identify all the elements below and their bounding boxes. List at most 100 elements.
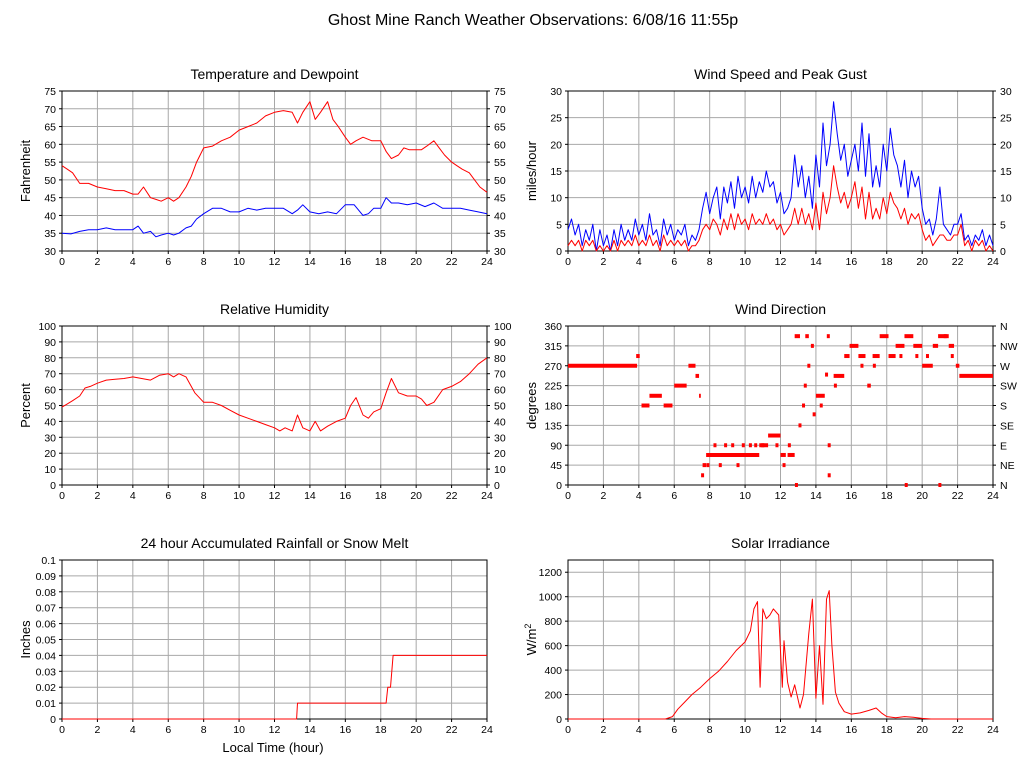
rain-xtick-label: 0 [59, 724, 65, 736]
rh-right-tick-label: 60 [494, 385, 506, 397]
solar-xtick-label: 8 [707, 724, 713, 736]
rh-ytick-label: 50 [44, 401, 56, 413]
temp-right-tick-label: 45 [494, 193, 506, 205]
dir-xtick-label: 22 [952, 490, 964, 502]
solar-xtick-label: 24 [987, 724, 999, 736]
rh-title: Relative Humidity [220, 301, 329, 317]
temp-xtick-label: 22 [446, 256, 458, 268]
dir-direction-point [754, 443, 758, 448]
temp-xtick-label: 2 [94, 256, 100, 268]
temp-xtick-label: 4 [130, 256, 136, 268]
rain-xtick-label: 6 [165, 724, 171, 736]
dir-direction-point [748, 443, 752, 448]
solar-xtick-label: 6 [671, 724, 677, 736]
dir-right-tick-label: SE [1000, 420, 1014, 432]
dir-xtick-label: 8 [707, 490, 713, 502]
rh-xtick-label: 18 [375, 490, 387, 502]
dir-ytick-label: 90 [550, 440, 562, 452]
rain-ytick-label: 0.08 [36, 587, 57, 599]
dir-direction-point [827, 443, 831, 448]
dir-xtick-label: 12 [775, 490, 787, 502]
wind-ytick-label: 0 [556, 246, 562, 258]
wind-xtick-label: 24 [987, 256, 999, 268]
rh-ytick-label: 40 [44, 416, 56, 428]
rain-ylabel: Inches [18, 620, 33, 659]
temp-right-tick-label: 65 [494, 122, 506, 134]
rh-xtick-label: 22 [446, 490, 458, 502]
rh-right-tick-label: 90 [494, 337, 506, 349]
solar-ytick-label: 1000 [539, 592, 563, 604]
temp-right-tick-label: 35 [494, 228, 506, 240]
solar-xtick-label: 18 [881, 724, 893, 736]
dir-direction-point [794, 483, 798, 487]
dir-direction-point [741, 443, 745, 448]
rain-ylabel-text: Inches [18, 620, 33, 659]
wind-ylabel: miles/hour [524, 140, 539, 201]
rh-ytick-label: 100 [38, 321, 56, 333]
temp-ytick-label: 70 [44, 104, 56, 116]
temp-ytick-label: 45 [44, 193, 56, 205]
wind-xtick-label: 4 [636, 256, 642, 268]
rain-ytick-label: 0.09 [36, 571, 57, 583]
rain-xtick-label: 10 [233, 724, 245, 736]
dir-ytick-label: 225 [544, 381, 562, 393]
temp-ytick-label: 55 [44, 157, 56, 169]
temp-xtick-label: 16 [339, 256, 351, 268]
dir-direction-point [701, 473, 705, 478]
temp-right-tick-label: 75 [494, 86, 506, 98]
solar-ytick-label: 200 [544, 690, 562, 702]
dir-direction-point [950, 354, 954, 359]
rh-ytick-label: 10 [44, 464, 56, 476]
solar-xtick-label: 0 [565, 724, 571, 736]
rh-ytick-label: 90 [44, 337, 56, 349]
dir-direction-point [943, 334, 947, 339]
wind-xtick-label: 12 [775, 256, 787, 268]
wind-right-tick-label: 10 [1000, 193, 1012, 205]
dir-direction-point [904, 483, 908, 487]
wind-right-tick-label: 25 [1000, 113, 1012, 125]
dir-direction-point [706, 463, 710, 468]
dir-xtick-label: 10 [739, 490, 751, 502]
dir-title: Wind Direction [735, 301, 826, 317]
wind-ytick-label: 15 [550, 166, 562, 178]
rain-xtick-label: 2 [94, 724, 100, 736]
dir-xtick-label: 24 [987, 490, 999, 502]
dir-direction-point [724, 443, 728, 448]
dir-direction-point [915, 354, 919, 359]
rain-xtick-label: 8 [201, 724, 207, 736]
rain-xtick-label: 22 [446, 724, 458, 736]
wind-xtick-label: 16 [845, 256, 857, 268]
dir-ytick-label: 270 [544, 361, 562, 373]
temp-ytick-label: 65 [44, 122, 56, 134]
dir-direction-point [833, 383, 837, 388]
wind-xtick-label: 8 [707, 256, 713, 268]
rh-ytick-label: 0 [50, 480, 56, 492]
rh-right-tick-label: 80 [494, 353, 506, 365]
rh-ytick-label: 30 [44, 432, 56, 444]
wind-xtick-label: 20 [916, 256, 928, 268]
solar-ytick-label: 1200 [539, 567, 563, 579]
dir-ytick-label: 0 [556, 480, 562, 492]
rh-ytick-label: 20 [44, 448, 56, 460]
wind-title: Wind Speed and Peak Gust [694, 66, 867, 82]
dir-right-tick-label: NW [1000, 341, 1018, 353]
rain-chart: 24 hour Accumulated Rainfall or Snow Mel… [18, 535, 493, 736]
temp-ytick-label: 60 [44, 139, 56, 151]
wind-ytick-label: 25 [550, 113, 562, 125]
dir-right-tick-label: N [1000, 480, 1008, 492]
solar-ylabel: W/m2 [523, 624, 539, 656]
rain-ytick-label: 0.05 [36, 635, 57, 647]
dir-direction-point [872, 363, 876, 368]
wind-series-1-line [567, 165, 994, 252]
wind-right-tick-label: 0 [1000, 246, 1006, 258]
dir-direction-point [812, 412, 816, 417]
temp-xtick-label: 12 [269, 256, 281, 268]
wind-ytick-label: 20 [550, 139, 562, 151]
temp-ytick-label: 35 [44, 228, 56, 240]
rain-ytick-label: 0.03 [36, 666, 57, 678]
solar-ylabel-sup: 2 [523, 624, 533, 629]
solar-xtick-label: 20 [916, 724, 928, 736]
